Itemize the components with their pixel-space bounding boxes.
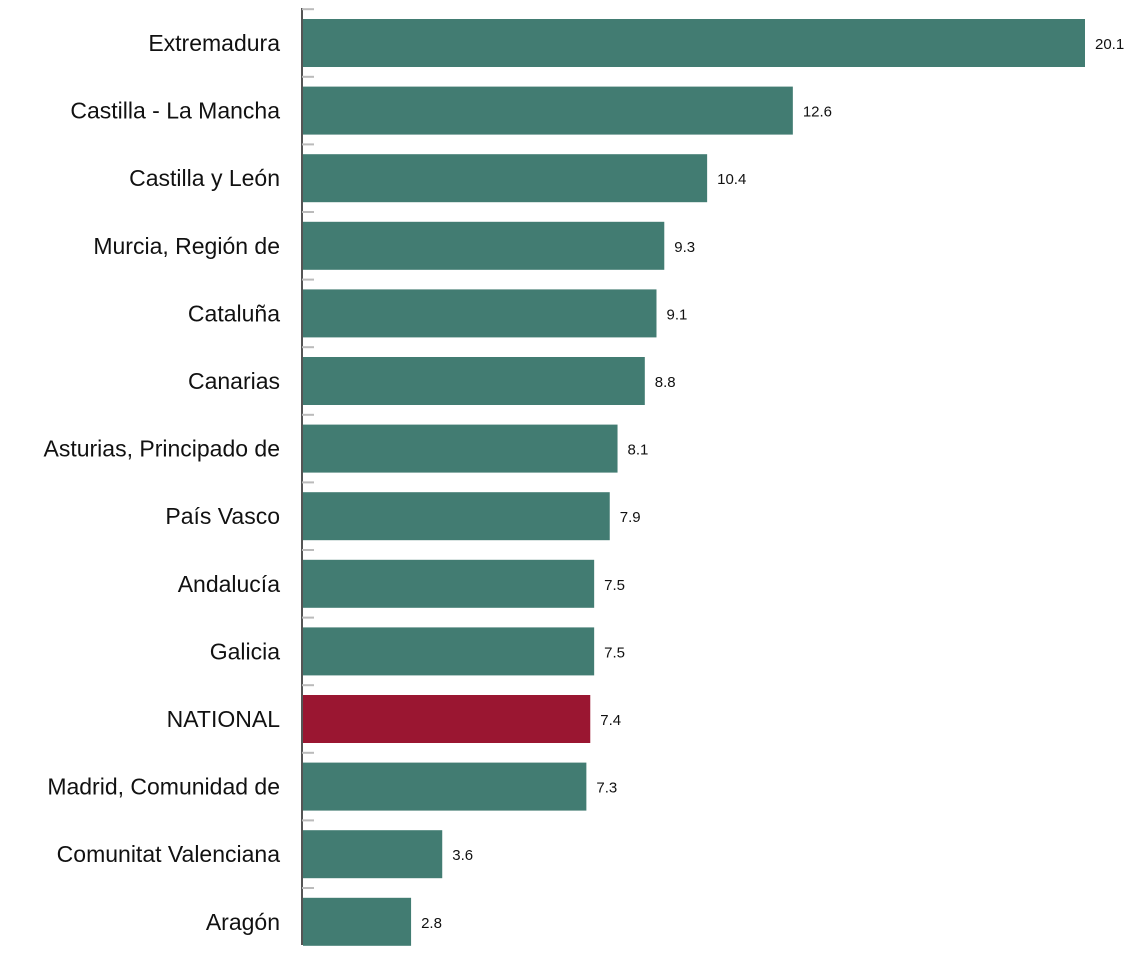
bar <box>303 830 443 879</box>
bar <box>303 897 412 946</box>
category-label: NATIONAL <box>167 706 281 732</box>
bar <box>303 19 1085 67</box>
bar <box>303 221 665 270</box>
axis-layer <box>301 8 314 945</box>
bar <box>303 289 657 338</box>
value-label: 7.3 <box>596 780 617 797</box>
value-label: 7.9 <box>620 509 641 526</box>
value-label: 7.5 <box>604 577 625 594</box>
bar <box>303 559 595 608</box>
labels-layer: Extremadura 20.1 Castilla - La Mancha 12.6 C… <box>43 30 1124 935</box>
category-label: Castilla y León <box>129 165 280 191</box>
bar <box>303 154 708 203</box>
category-label: Murcia, Región de <box>93 233 280 259</box>
bar <box>303 492 610 541</box>
category-label: Canarias <box>188 368 280 394</box>
category-label: Cataluña <box>188 300 280 326</box>
value-label: 10.4 <box>717 171 746 188</box>
value-label: 7.4 <box>600 712 621 729</box>
category-label: Galicia <box>210 638 281 664</box>
bar-national <box>303 695 591 743</box>
value-label: 12.6 <box>803 104 832 121</box>
value-label: 3.6 <box>452 847 473 864</box>
category-label: País Vasco <box>165 503 280 529</box>
bar <box>303 86 793 135</box>
category-label: Castilla - La Mancha <box>70 98 280 124</box>
value-label: 2.8 <box>421 915 442 932</box>
value-label: 8.1 <box>628 442 649 459</box>
bar <box>303 762 587 811</box>
category-label: Extremadura <box>148 30 280 56</box>
value-label: 7.5 <box>604 644 625 661</box>
category-label: Asturias, Principado de <box>43 436 280 462</box>
value-label: 20.1 <box>1095 36 1124 53</box>
bar <box>303 424 618 473</box>
value-label: 9.3 <box>674 239 695 256</box>
category-label: Aragón <box>206 909 280 935</box>
category-label: Andalucía <box>178 571 281 597</box>
bar <box>303 357 645 405</box>
value-label: 8.8 <box>655 374 676 391</box>
bar <box>303 627 595 676</box>
category-label: Comunitat Valenciana <box>57 841 281 867</box>
category-label: Madrid, Comunidad de <box>47 774 280 800</box>
value-label: 9.1 <box>666 306 687 323</box>
bars-layer <box>303 19 1085 946</box>
